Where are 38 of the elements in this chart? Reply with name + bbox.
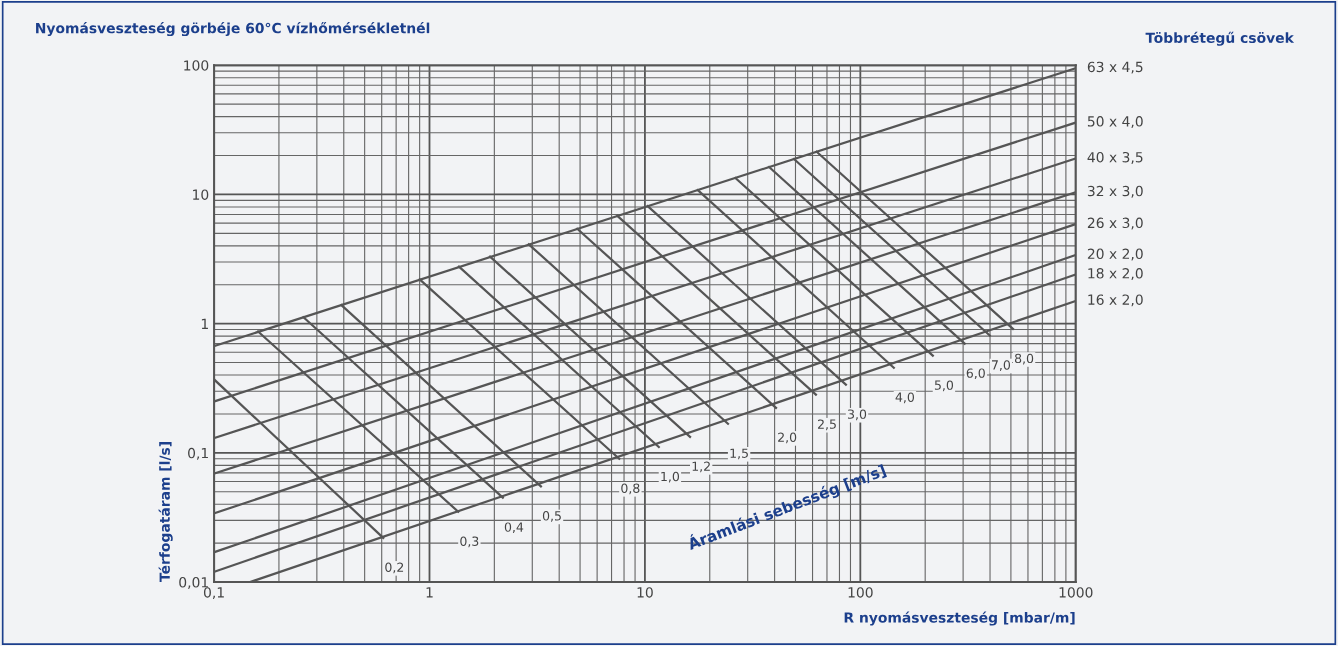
- series-label: 8,0: [1014, 353, 1034, 365]
- series-label: 4,0: [895, 392, 915, 404]
- series-label: 2,5: [818, 419, 836, 431]
- series-label: 2,0: [778, 432, 797, 444]
- series-label: 0,8: [621, 483, 640, 495]
- x-tick-label: 100: [848, 587, 873, 598]
- series-label: 32 x 3,0: [1087, 185, 1143, 198]
- series-label: 7,0: [991, 360, 1011, 371]
- x-tick-label: 10: [637, 587, 653, 598]
- series-label: 5,0: [934, 380, 954, 392]
- series-label: 40 x 3,5: [1087, 151, 1143, 164]
- x-axis-title: R nyomásveszteség [mbar/m]: [844, 611, 1075, 626]
- x-tick-label: 1000: [1059, 587, 1093, 598]
- series-label: 0,5: [542, 511, 561, 522]
- x-tick-label: 0,1: [203, 587, 224, 600]
- text: 1,5: [730, 448, 748, 460]
- x-tick-label: 1: [426, 587, 433, 598]
- series-label: 0,2: [385, 562, 404, 574]
- series-label: 63 x 4,5: [1087, 61, 1143, 74]
- y-axis-title: Térfogatáram [l/s]: [158, 442, 173, 582]
- series-label: 16 x 2,0: [1088, 294, 1143, 307]
- series-label: 6,0: [966, 368, 985, 380]
- y-tick-label: 0,01: [179, 577, 208, 589]
- series-label: 1,0: [661, 471, 680, 483]
- series-label: 1,2: [692, 461, 710, 473]
- series-label: 50 x 4,0: [1087, 116, 1143, 129]
- y-tick-label: 1: [201, 318, 208, 329]
- series-label: 18 x 2,0: [1088, 268, 1143, 280]
- series-label: 3,0: [848, 409, 867, 421]
- y-tick-label: 10: [193, 189, 209, 200]
- series-label: 0,3: [460, 536, 479, 548]
- text: Többrétegű csövek: [1145, 31, 1295, 46]
- series-label: 26 x 3,0: [1087, 217, 1143, 230]
- series-label: 20 x 2,0: [1087, 248, 1143, 261]
- y-tick-label: 0,1: [188, 447, 208, 460]
- chart-title: Nyomásveszteség görbéje 60°C vízhőmérsékletnél: [36, 22, 430, 37]
- series-label: 0,4: [504, 522, 524, 534]
- y-tick-label: 100: [184, 60, 209, 71]
